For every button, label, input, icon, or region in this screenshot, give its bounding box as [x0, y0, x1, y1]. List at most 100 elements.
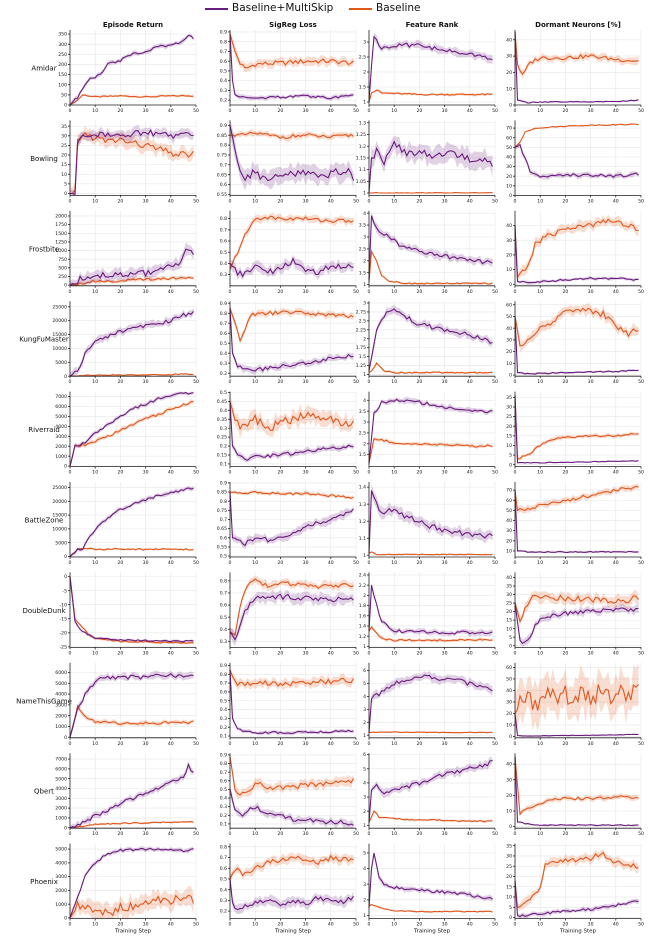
y-tick-label: 0: [64, 554, 67, 560]
panel-kungfumaster-sigreg-loss: 0.2 0.3 0.4 0.5 0.6 0.7 0.8 0.9 0 10 20 30 40 50: [220, 301, 359, 385]
x-tick-label: 0: [229, 650, 232, 656]
x-tick-label: 40: [328, 379, 334, 385]
x-tick-label: 10: [92, 289, 98, 295]
band-baseline: [70, 274, 194, 286]
y-tick-label: 0: [509, 462, 512, 468]
y-tick-label: 1250: [55, 240, 67, 246]
line-multiskip: [229, 308, 354, 372]
x-tick-label: 10: [252, 470, 258, 476]
x-tick-label: 30: [143, 922, 149, 928]
y-tick-label: 1.5: [359, 85, 366, 91]
y-tick-label: 3: [363, 301, 366, 307]
x-tick-label: 0: [368, 108, 371, 114]
y-tick-label: 1500: [55, 231, 67, 237]
y-tick-label: 0.2: [220, 813, 227, 819]
x-tick-label: 40: [168, 922, 174, 928]
y-tick-label: 20: [506, 253, 512, 259]
x-tick-label: 20: [117, 650, 123, 656]
x-tick-label: 0: [229, 922, 232, 928]
line-baseline: [230, 131, 354, 140]
band-baseline: [230, 753, 354, 800]
x-tick-label: 50: [492, 198, 498, 204]
y-tick-label: 3.5: [359, 223, 366, 229]
x-tick-label: 50: [492, 831, 498, 837]
band-multiskip: [369, 583, 493, 638]
x-tick-label: 50: [492, 650, 498, 656]
x-tick-label: 10: [391, 198, 397, 204]
x-tick-label: 30: [143, 831, 149, 837]
y-tick-label: 6000: [55, 404, 67, 410]
x-tick-label: 10: [537, 289, 543, 295]
y-tick-label: 0: [509, 373, 512, 379]
x-tick-label: 20: [277, 650, 283, 656]
x-tick-label: 40: [613, 379, 619, 385]
band-multiskip: [369, 851, 493, 910]
y-tick-label: 20: [506, 609, 512, 615]
panel-bowling-feature-rank: 1 1.05 1.1 1.15 1.2 1.25 1.3 0 10 20 30 40 50: [356, 120, 498, 204]
band-baseline: [230, 489, 354, 501]
x-tick-label: 40: [328, 108, 334, 114]
row-label-riverraid: Riverraid: [28, 426, 60, 434]
line-baseline: [514, 218, 639, 279]
band-multiskip: [70, 124, 194, 196]
y-tick-label: 0.7: [220, 591, 227, 597]
line-multiskip: [514, 603, 639, 645]
y-tick-label: 3000: [55, 434, 67, 440]
y-tick-label: 1.1: [359, 536, 366, 542]
line-multiskip: [514, 31, 639, 104]
y-tick-label: 2.5: [359, 55, 366, 61]
y-tick-label: 10: [506, 626, 512, 632]
y-tick-label: 0.4: [220, 408, 227, 414]
line-baseline: [368, 437, 493, 464]
line-baseline: [514, 756, 639, 816]
panel-qbert-feature-rank: 1 2 3 4 5 6 0 10 20 30 40 50: [363, 752, 498, 837]
y-tick-label: 0.5: [220, 787, 227, 793]
x-tick-label: 40: [328, 289, 334, 295]
x-tick-label: 20: [416, 470, 422, 476]
line-multiskip: [229, 257, 354, 278]
x-tick-label: 20: [117, 108, 123, 114]
column-title-sigreg-loss: SigReg Loss: [269, 21, 317, 29]
y-tick-label: 5: [363, 851, 366, 857]
y-tick-label: 0.2: [220, 98, 227, 104]
band-multiskip: [230, 305, 354, 375]
y-tick-label: 0: [64, 374, 67, 380]
line-baseline: [229, 490, 354, 499]
x-tick-label: 20: [117, 741, 123, 747]
y-tick-label: 25: [506, 414, 512, 420]
y-tick-label: 0.7: [220, 227, 227, 233]
panel-namethisgame-episode-return: 0 1000 2000 3000 4000 5000 6000 0 10 20 30 40 50: [55, 662, 199, 747]
x-tick-label: 40: [467, 108, 473, 114]
y-tick-label: 4: [363, 211, 366, 217]
panel-kungfumaster-dormant-neurons: 0 10 20 30 40 50 60 0 10 20 30 40 50: [506, 301, 644, 385]
y-tick-label: 5000: [55, 360, 67, 366]
x-tick-label: 10: [537, 560, 543, 566]
x-tick-label: 10: [391, 108, 397, 114]
y-tick-label: 0: [509, 824, 512, 830]
x-tick-label: 0: [69, 741, 72, 747]
x-tick-label: 10: [252, 831, 258, 837]
y-tick-label: 0: [64, 735, 67, 741]
x-tick-label: 0: [69, 831, 72, 837]
band-baseline: [230, 575, 354, 638]
band-baseline: [230, 851, 354, 885]
y-tick-label: 0.9: [220, 301, 227, 307]
x-tick-label: 30: [143, 289, 149, 295]
y-tick-label: 30: [506, 592, 512, 598]
y-tick-label: 3: [363, 235, 366, 241]
band-baseline: [515, 30, 639, 79]
y-tick-label: 1.3: [359, 502, 366, 508]
y-tick-label: 0.4: [220, 627, 227, 633]
y-tick-label: 2.25: [356, 327, 366, 333]
x-tick-label: 30: [442, 922, 448, 928]
y-tick-label: 40: [506, 688, 512, 694]
panel-amidar-sigreg-loss: 0.2 0.3 0.4 0.5 0.6 0.7 0.8 0.9 0 10 20 30 40 50: [220, 30, 359, 114]
y-tick-label: 0.7: [220, 517, 227, 523]
x-tick-label: 50: [638, 108, 644, 114]
y-tick-label: 0: [509, 282, 512, 288]
x-axis-label: Training Step: [559, 929, 596, 935]
band-baseline: [515, 302, 639, 352]
y-tick-label: 500: [58, 265, 67, 271]
y-tick-label: 3: [363, 882, 366, 888]
